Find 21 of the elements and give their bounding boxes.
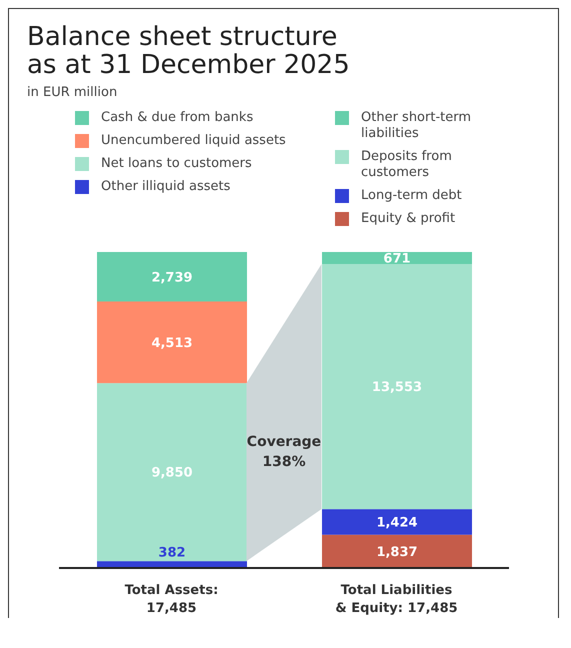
data-label: 9,850 <box>151 466 193 481</box>
legend-label: Deposits from customers <box>361 149 453 181</box>
data-label: 671 <box>383 252 411 267</box>
legend-label: Other illiquid assets <box>101 179 232 195</box>
legend-label: Unencumbered liquid assets <box>101 133 287 149</box>
chart-title: Balance sheet structure as at 31 December 2025 <box>26 22 351 80</box>
data-label: 382 <box>158 546 186 561</box>
x-tick-label: Total Liabilities & Equity: 17,485 <box>335 583 458 616</box>
legend-label: Net loans to customers <box>101 156 253 172</box>
legend-label: Other short-term liabilities <box>361 110 472 142</box>
data-label: 4,513 <box>151 336 193 351</box>
legend-label: Cash & due from banks <box>101 110 254 126</box>
chart-subtitle: in EUR million <box>26 85 118 100</box>
annotation: Coverage 138% <box>246 433 322 472</box>
data-label: 13,553 <box>372 380 422 396</box>
data-label: 1,837 <box>376 544 418 560</box>
legend-label: Equity & profit <box>361 211 456 227</box>
x-tick-label: Total Assets: 17,485 <box>124 583 218 616</box>
data-label: 1,424 <box>376 515 418 530</box>
data-label: 2,739 <box>151 270 193 286</box>
legend-label: Long-term debt <box>361 188 463 204</box>
